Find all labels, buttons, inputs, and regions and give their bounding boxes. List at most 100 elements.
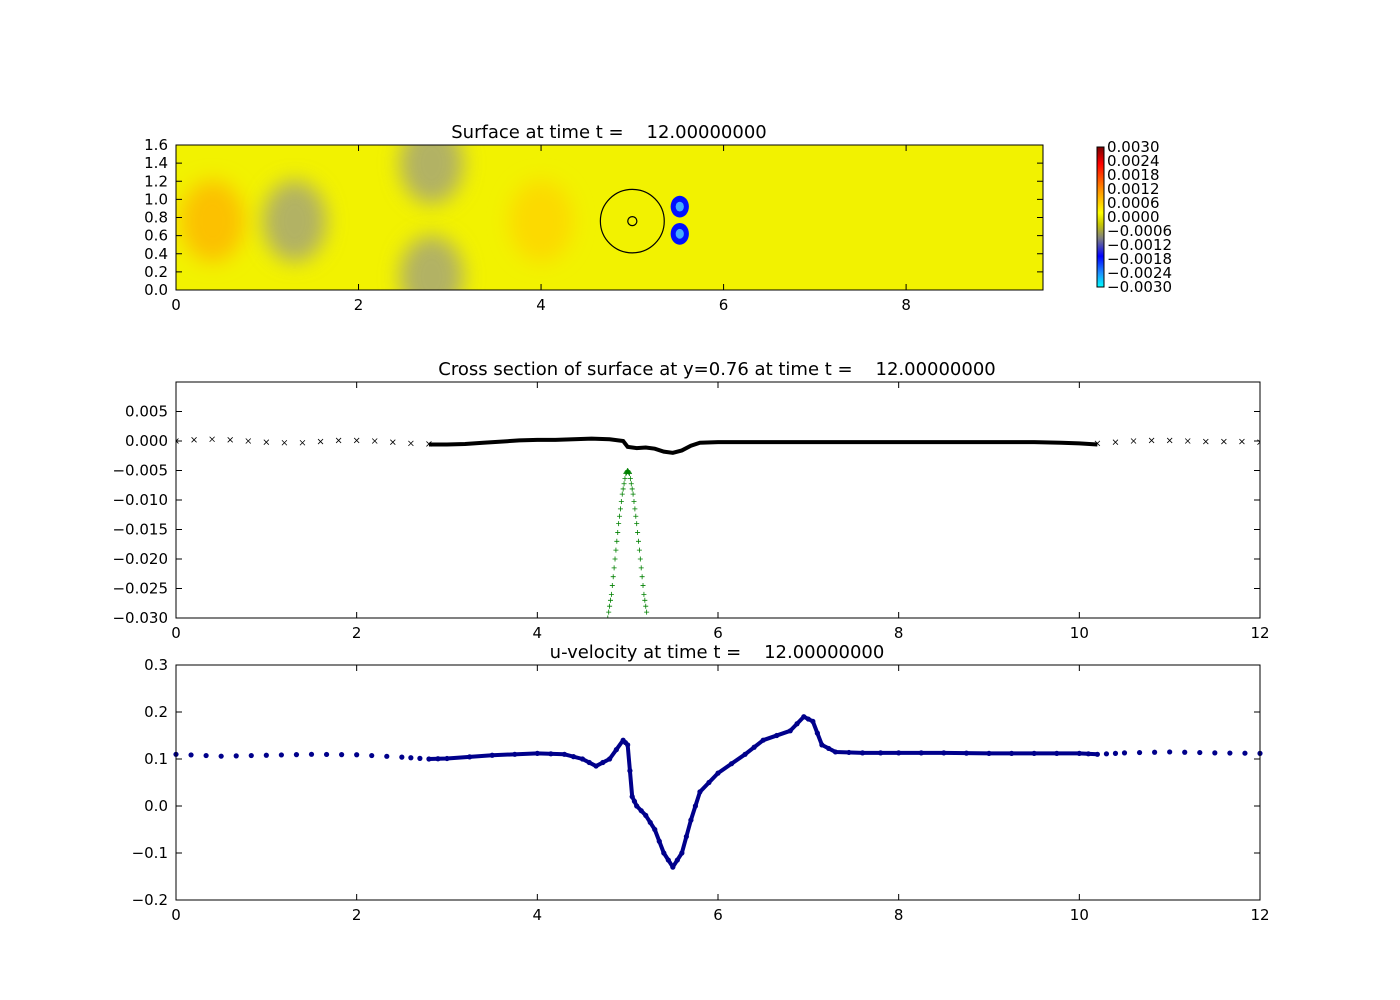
u-velocity-point [706,779,712,786]
bottom-plus-marker [610,574,616,580]
x-tick-label: 8 [894,906,904,924]
colorbar-tick-label: 0.0000 [1107,208,1160,226]
y-tick-label: 1.0 [144,190,168,208]
u-velocity-point [399,754,405,760]
heatmap-blob-core [675,228,684,239]
u-velocity-plot-area [173,664,1263,901]
x-tick-label: 4 [536,296,546,314]
u-velocity-point [751,744,757,750]
colorbar-tick-label: −0.0030 [1107,278,1172,296]
u-velocity-point [647,819,653,826]
bottom-plus-marker [627,476,633,482]
bottom-plus-marker [609,583,615,589]
u-velocity-point [1182,749,1188,755]
u-velocity-point [760,737,766,743]
u-velocity-point [674,857,680,863]
bottom-plus-marker [641,591,647,597]
bottom-plus-marker [605,615,611,618]
surface-x-marker [317,438,324,445]
bottom-plus-marker [636,547,642,553]
bottom-plus-marker [630,491,636,497]
u-velocity-point [1008,750,1015,756]
y-tick-label: 1.2 [144,172,168,190]
u-velocity-point [1212,750,1218,756]
bottom-plus-marker [626,470,632,476]
x-tick-label: 6 [713,906,723,924]
surface-x-marker [227,437,233,443]
surface-x-marker [1130,438,1137,444]
u-velocity-point [384,753,390,759]
u-velocity-point [1112,750,1119,756]
u-velocity-point [688,817,694,823]
bottom-plus-marker [631,498,637,504]
u-velocity-point [683,833,689,840]
colorbar-tick-label: 0.0024 [1107,152,1160,170]
x-tick-label: 12 [1250,624,1269,642]
colorbar-tick-label: −0.0024 [1107,264,1172,282]
u-velocity-point [652,826,658,833]
u-velocity-point [417,755,423,761]
u-velocity-point [1136,749,1143,756]
u-velocity-point [1085,751,1091,757]
x-tick-label: 2 [354,296,364,314]
u-velocity-point [426,756,432,762]
body-outline-circle [599,188,665,254]
y-tick-label: 0.3 [144,656,168,674]
bottom-plus-marker [616,521,622,527]
u-velocity-point [1242,750,1248,756]
y-tick-label: −0.1 [132,844,168,862]
bottom-plus-marker [608,597,614,603]
x-tick-label: 2 [352,624,362,642]
u-velocity-point [512,751,518,757]
bottom-plus-marker [637,556,643,562]
heatmap-plot-area [175,144,1044,291]
u-velocity-point [941,750,947,756]
u-velocity-point [435,756,441,762]
u-velocity-point [896,750,902,756]
x-tick-label: 10 [1070,624,1089,642]
y-tick-label: −0.020 [112,550,168,568]
bottom-plus-marker [617,513,623,519]
y-tick-label: 0.005 [125,403,168,421]
u-velocity-point [600,759,606,766]
bottom-plus-marker [608,591,614,597]
u-velocity-point [586,759,592,766]
surface-x-marker [408,440,414,447]
u-velocity-point [665,857,671,863]
y-tick-label: 0.2 [144,263,168,281]
y-tick-label: −0.2 [132,891,168,909]
heatmap-blob [509,180,573,262]
u-velocity-point [570,754,577,760]
u-velocity-point [661,850,667,856]
bottom-plus-marker [619,491,625,497]
bottom-plus-marker [606,609,612,615]
y-tick-label: 0.8 [144,209,168,227]
surface-x-marker [1221,438,1227,445]
u-velocity-point [263,752,269,758]
surface-x-marker [281,439,288,446]
surface-x-marker [353,437,360,444]
colorbar-tick-label: 0.0006 [1107,194,1160,212]
u-velocity-point [308,751,315,757]
u-velocity-point [625,742,631,748]
colorbar-tick-label: 0.0018 [1107,166,1160,184]
u-velocity-point [1054,750,1060,756]
surface-x-marker [335,437,342,444]
bottom-plus-marker [636,538,642,544]
u-velocity-point [444,755,450,762]
u-velocity-point [832,749,839,755]
heatmap-blob [399,145,464,204]
cross-section-axis-ticks: 0 2 4 6 8 10 12 0.005 0.000 −0.005 −0.010 −0.015 −0.… [112,382,1270,642]
chart-title: Cross section of surface at y=0.76 at ti… [438,359,995,380]
u-velocity-point [787,728,793,734]
colorbar-tick-label: 0.0012 [1107,180,1160,198]
u-velocity-point [697,789,703,795]
y-tick-label: 0.000 [125,432,168,450]
bottom-plus-marker [642,597,648,603]
x-tick-label: 2 [352,906,362,924]
x-tick-label: 0 [171,906,181,924]
heatmap-blob [399,235,464,290]
surface-x-marker [1148,437,1155,444]
x-tick-label: 8 [894,624,904,642]
